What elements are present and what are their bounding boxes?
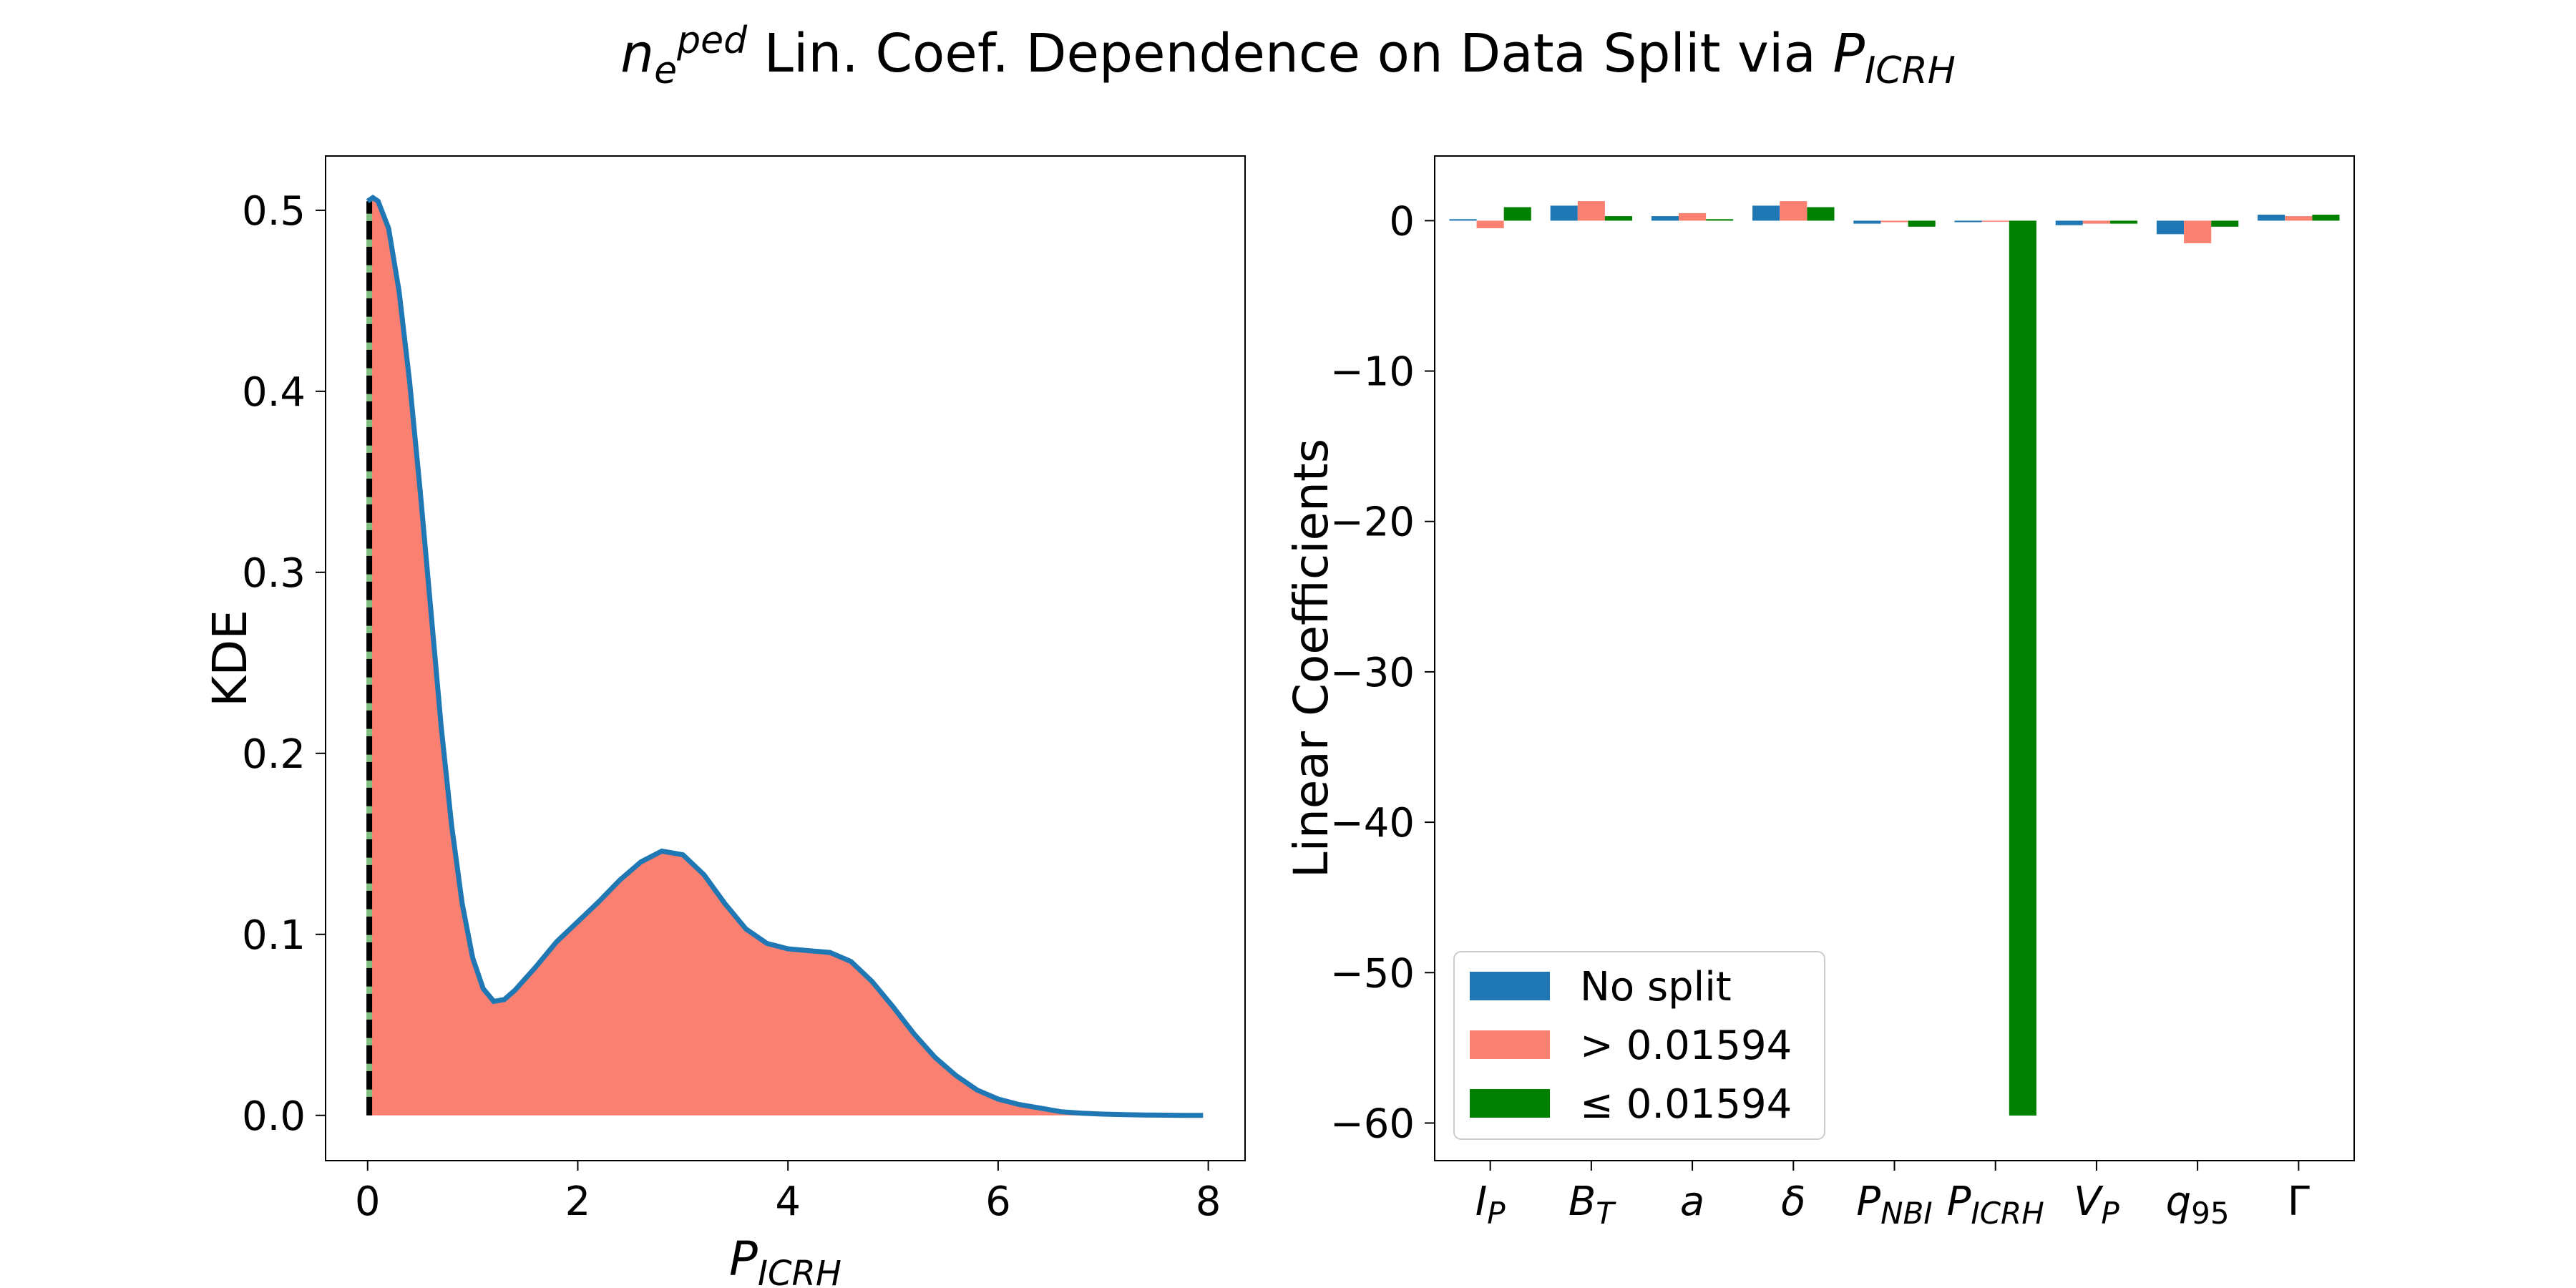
x-tick-label: PNBI <box>1856 1179 1932 1231</box>
bar-no-split <box>2258 215 2285 221</box>
bar-no-split <box>2055 220 2083 225</box>
bar-no-split <box>1853 220 1881 224</box>
bar-no-split <box>1651 216 1679 221</box>
x-tick-label: q95 <box>2166 1179 2230 1231</box>
legend: No split > 0.01594 ≤ 0.01594 <box>1453 951 1825 1140</box>
bar-below-threshold <box>2312 215 2340 221</box>
x-tick-label: 0 <box>355 1179 381 1225</box>
bar-no-split <box>1954 220 1982 223</box>
bar-below-threshold <box>1807 207 1835 221</box>
x-tick-label: 8 <box>1196 1179 1221 1225</box>
bar-no-split <box>1550 205 1578 221</box>
legend-label: No split <box>1580 964 1732 1010</box>
legend-swatch <box>1470 1030 1550 1059</box>
y-tick-label: 0.1 <box>242 912 306 959</box>
bar-above-threshold <box>2285 216 2313 221</box>
y-tick-label: 0 <box>1389 198 1415 245</box>
left-axes-frame <box>325 155 1246 1161</box>
x-tick-label: δ <box>1781 1179 1805 1225</box>
y-tick-label: −40 <box>1330 800 1415 847</box>
x-tick-label: VP <box>2074 1179 2119 1231</box>
kde-fill-area <box>367 197 1204 1116</box>
bar-below-threshold <box>1706 219 1734 221</box>
left-x-axis-label: PICRH <box>729 1231 841 1288</box>
y-tick-label: 0.4 <box>242 369 306 416</box>
right-axis-ticks: 0 −10 −20 −30 −40 −50 −60 IP BT a δ PNBI PICRH VP q95 Γ <box>1330 198 2310 1231</box>
x-tick-label: BT <box>1568 1179 1616 1231</box>
y-tick-label: −30 <box>1330 650 1415 696</box>
x-tick-label: Γ <box>2288 1179 2310 1225</box>
bar-below-threshold <box>1503 207 1531 221</box>
x-tick-label: 6 <box>985 1179 1011 1225</box>
bar-above-threshold <box>1981 220 2009 222</box>
legend-swatch <box>1470 972 1550 1000</box>
bar-above-threshold <box>1679 213 1707 221</box>
bar-above-threshold <box>1780 201 1807 221</box>
bar-below-threshold <box>1604 216 1632 221</box>
left-y-axis-label: KDE <box>203 610 258 707</box>
bar-above-threshold <box>2082 220 2110 224</box>
bar-no-split <box>1752 205 1780 221</box>
kde-curve <box>366 194 1204 1118</box>
right-y-axis-label: Linear Coefficients <box>1284 439 1339 878</box>
left-axis-ticks: 0 2 4 6 8 0.0 0.1 0.2 0.3 0.4 0.5 <box>242 188 1221 1225</box>
bar-below-threshold <box>2110 220 2138 224</box>
legend-label: > 0.01594 <box>1580 1023 1792 1069</box>
bar-below-threshold <box>2009 220 2036 1116</box>
y-tick-label: −20 <box>1330 499 1415 546</box>
kde-plot: 0 2 4 6 8 0.0 0.1 0.2 0.3 0.4 0.5 KDE PICRH <box>203 155 1246 1288</box>
bar-no-split <box>1449 219 1477 221</box>
y-tick-label: 0.0 <box>242 1093 306 1140</box>
bar-no-split <box>2156 220 2184 235</box>
coef-bar-chart: 0 −10 −20 −30 −40 −50 −60 IP BT a δ PNBI PICRH VP q95 Γ… <box>1284 155 2355 1231</box>
bar-above-threshold <box>1577 201 1605 221</box>
bar-group <box>1449 201 2340 1116</box>
y-tick-label: −50 <box>1330 950 1415 997</box>
legend-label: ≤ 0.01594 <box>1580 1081 1792 1128</box>
y-tick-label: 0.5 <box>242 188 306 235</box>
bar-below-threshold <box>1908 220 1936 227</box>
x-tick-label: PICRH <box>1947 1179 2044 1231</box>
x-tick-label: 4 <box>775 1179 801 1225</box>
y-tick-label: −60 <box>1330 1101 1415 1147</box>
x-tick-label: IP <box>1475 1179 1506 1231</box>
y-tick-label: −10 <box>1330 349 1415 396</box>
legend-swatch <box>1470 1089 1550 1118</box>
bar-above-threshold <box>2184 220 2212 243</box>
figure-title: neped Lin. Coef. Dependence on Data Spli… <box>620 19 1956 92</box>
x-tick-label: 2 <box>565 1179 591 1225</box>
y-tick-label: 0.2 <box>242 731 306 778</box>
bar-above-threshold <box>1880 220 1908 223</box>
bar-above-threshold <box>1476 220 1504 228</box>
x-tick-label: a <box>1680 1179 1704 1225</box>
bar-below-threshold <box>2211 220 2239 227</box>
y-tick-label: 0.3 <box>242 550 306 597</box>
